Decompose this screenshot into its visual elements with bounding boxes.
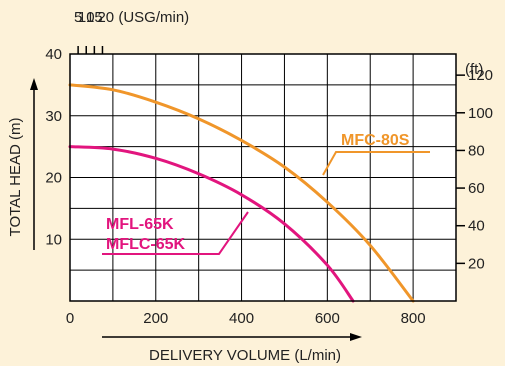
x-tick-label: 0 xyxy=(66,310,74,327)
y-tick-label: 10 xyxy=(45,231,62,248)
plot-frame xyxy=(69,53,457,302)
y-tick-label: 20 xyxy=(45,170,62,187)
right-tick-label: 100 xyxy=(468,105,493,122)
mfc-80s-label: MFC-80S xyxy=(341,132,410,149)
series-line-1 xyxy=(68,145,355,303)
top-tick-label: 5 xyxy=(74,9,82,26)
x-axis-arrow-head xyxy=(350,333,362,341)
y-tick-label: 30 xyxy=(45,108,62,125)
mfl-65k-label: MFL-65K xyxy=(106,216,174,233)
right-tick-label: 20 xyxy=(468,255,485,272)
top-tick-label: 15 xyxy=(86,9,103,26)
x-axis-title: DELIVERY VOLUME (L/min) xyxy=(149,347,341,364)
y-tick-labels: 10 20 30 40 xyxy=(45,46,62,248)
right-tick-label: 80 xyxy=(468,142,485,159)
y-axis-title: TOTAL HEAD (m) xyxy=(7,118,24,237)
mfl-65k-leader xyxy=(102,211,249,255)
x-tick-label: 400 xyxy=(229,310,254,327)
y-tick-label: 40 xyxy=(45,46,62,63)
right-tick-label: 60 xyxy=(468,180,485,197)
x-tick-labels: 0 200 400 600 800 xyxy=(66,310,426,327)
x-tick-label: 800 xyxy=(401,310,426,327)
x-tick-label: 200 xyxy=(143,310,168,327)
y-axis-arrow-head xyxy=(30,78,38,90)
right-axis-ticks: 20 40 60 80 100 120 xyxy=(456,67,493,272)
x-tick-label: 600 xyxy=(315,310,340,327)
curves xyxy=(68,83,415,303)
top-tick-label: 20 (USG/min) xyxy=(97,9,189,26)
right-axis-unit: (ft) xyxy=(465,61,483,78)
right-tick-label: 40 xyxy=(468,218,485,235)
right-tick-label: 120 xyxy=(468,67,493,84)
series-line-0 xyxy=(68,83,415,303)
mflc-65k-label: MFLC-65K xyxy=(106,236,186,253)
mfc-80s-leader xyxy=(322,151,430,176)
top-tick-label: 10 xyxy=(78,9,95,26)
